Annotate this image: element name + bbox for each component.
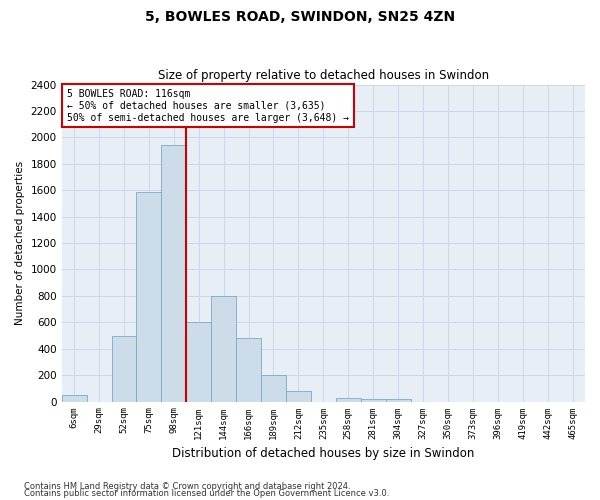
Bar	[161, 146, 186, 402]
Text: 5 BOWLES ROAD: 116sqm
← 50% of detached houses are smaller (3,635)
50% of semi-d: 5 BOWLES ROAD: 116sqm ← 50% of detached …	[67, 90, 349, 122]
Bar	[336, 398, 361, 402]
Text: 5, BOWLES ROAD, SWINDON, SN25 4ZN: 5, BOWLES ROAD, SWINDON, SN25 4ZN	[145, 10, 455, 24]
Bar	[211, 296, 236, 402]
Bar	[112, 336, 136, 402]
Y-axis label: Number of detached properties: Number of detached properties	[15, 161, 25, 325]
Text: Contains HM Land Registry data © Crown copyright and database right 2024.: Contains HM Land Registry data © Crown c…	[24, 482, 350, 491]
Bar	[236, 338, 261, 402]
Bar	[286, 391, 311, 402]
Bar	[136, 192, 161, 402]
X-axis label: Distribution of detached houses by size in Swindon: Distribution of detached houses by size …	[172, 447, 475, 460]
Bar	[261, 375, 286, 402]
Text: Contains public sector information licensed under the Open Government Licence v3: Contains public sector information licen…	[24, 489, 389, 498]
Bar	[386, 399, 410, 402]
Bar	[186, 322, 211, 402]
Bar	[361, 399, 386, 402]
Bar	[62, 395, 86, 402]
Title: Size of property relative to detached houses in Swindon: Size of property relative to detached ho…	[158, 69, 489, 82]
